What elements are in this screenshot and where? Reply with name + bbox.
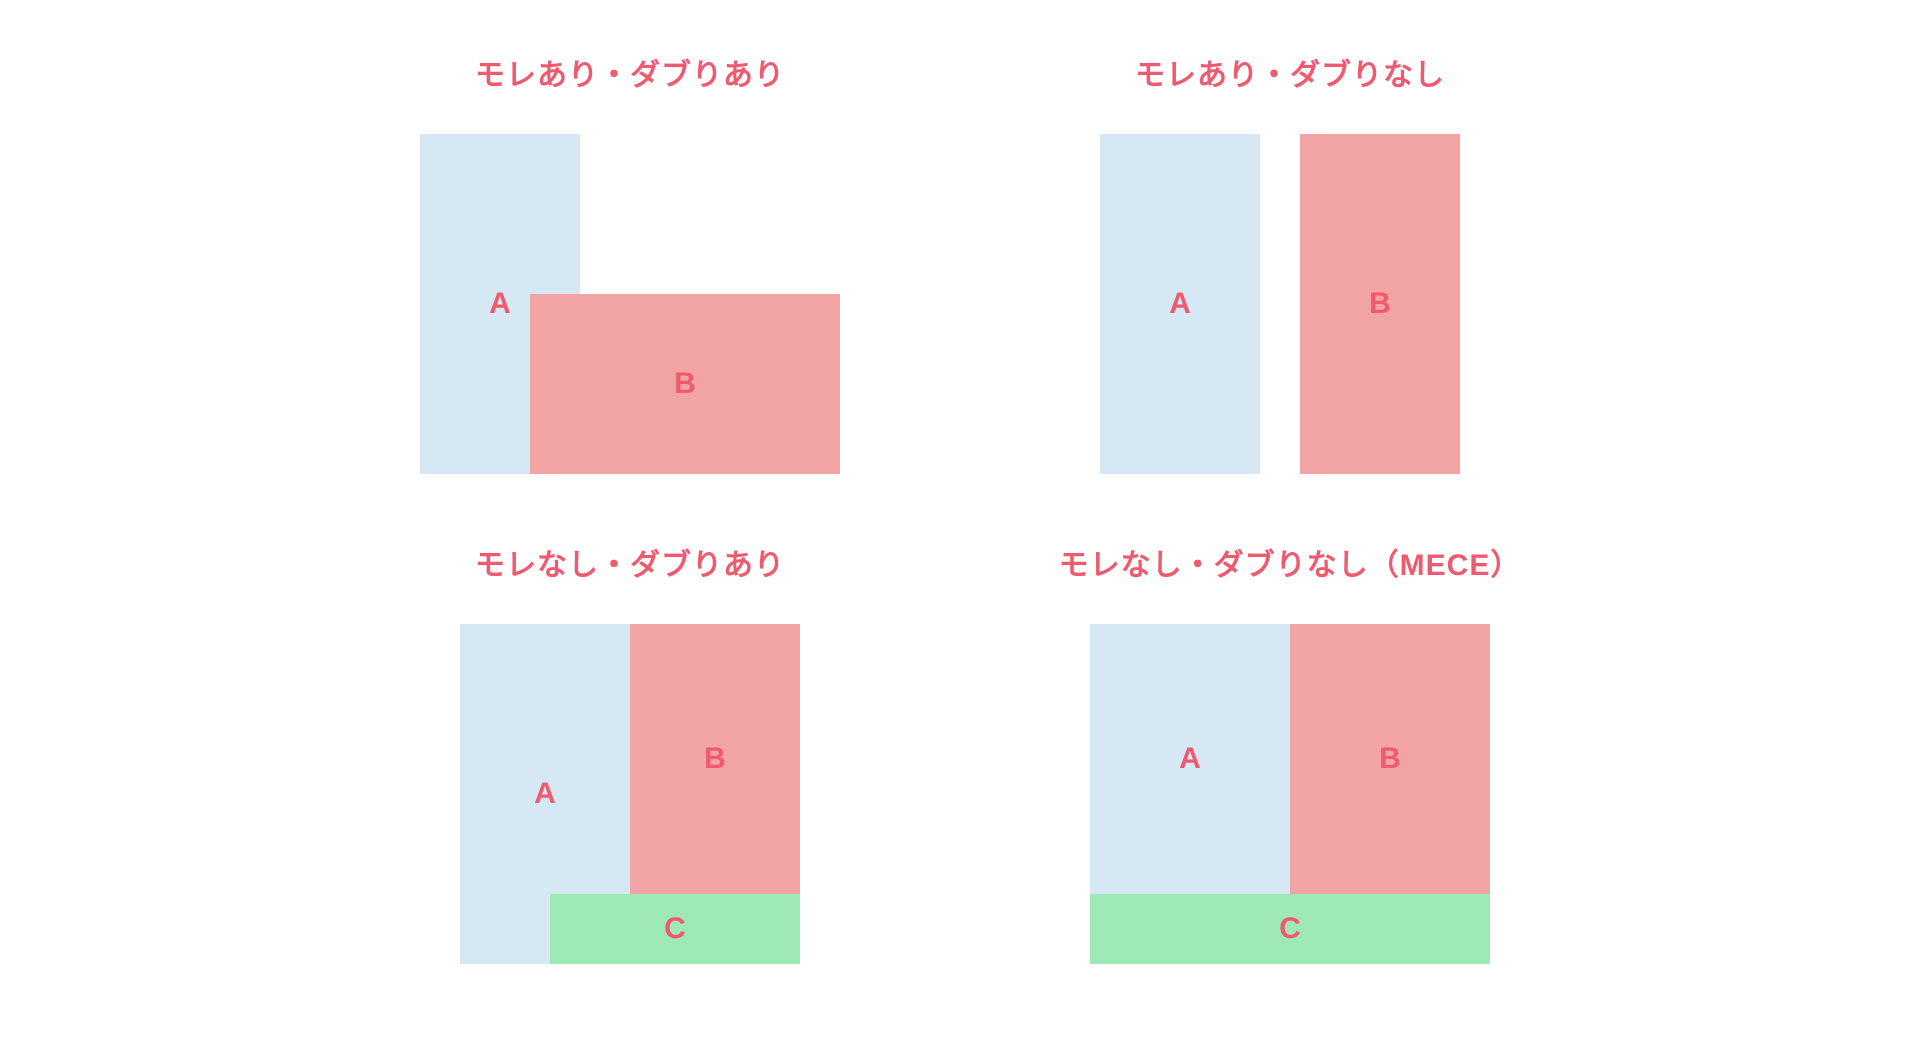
- panel-more-ari-daburi-nashi: モレあり・ダブりなし AB: [980, 50, 1600, 500]
- diagram: ABC: [1080, 624, 1500, 964]
- panel-title: モレなし・ダブりあり: [475, 540, 785, 584]
- panel-title: モレなし・ダブりなし（MECE）: [1059, 540, 1522, 584]
- panel-more-ari-daburi-ari: モレあり・ダブりあり AB: [320, 50, 940, 500]
- box-c: C: [1090, 894, 1490, 964]
- box-b: B: [1300, 134, 1460, 474]
- diagram-grid: モレあり・ダブりあり AB モレあり・ダブりなし AB モレなし・ダブりあり A…: [320, 50, 1600, 990]
- panel-mece: モレなし・ダブりなし（MECE） ABC: [980, 540, 1600, 990]
- box-b: B: [1290, 624, 1490, 894]
- diagram: AB: [1080, 134, 1500, 474]
- diagram: AB: [420, 134, 840, 474]
- panel-title: モレあり・ダブりなし: [1135, 50, 1445, 94]
- diagram: ABC: [420, 624, 840, 964]
- panel-more-nashi-daburi-ari: モレなし・ダブりあり ABC: [320, 540, 940, 990]
- box-c: C: [550, 894, 800, 964]
- panel-title: モレあり・ダブりあり: [475, 50, 785, 94]
- box-b: B: [530, 294, 840, 474]
- box-b: B: [630, 624, 800, 894]
- box-a: A: [1100, 134, 1260, 474]
- box-a: A: [1090, 624, 1290, 894]
